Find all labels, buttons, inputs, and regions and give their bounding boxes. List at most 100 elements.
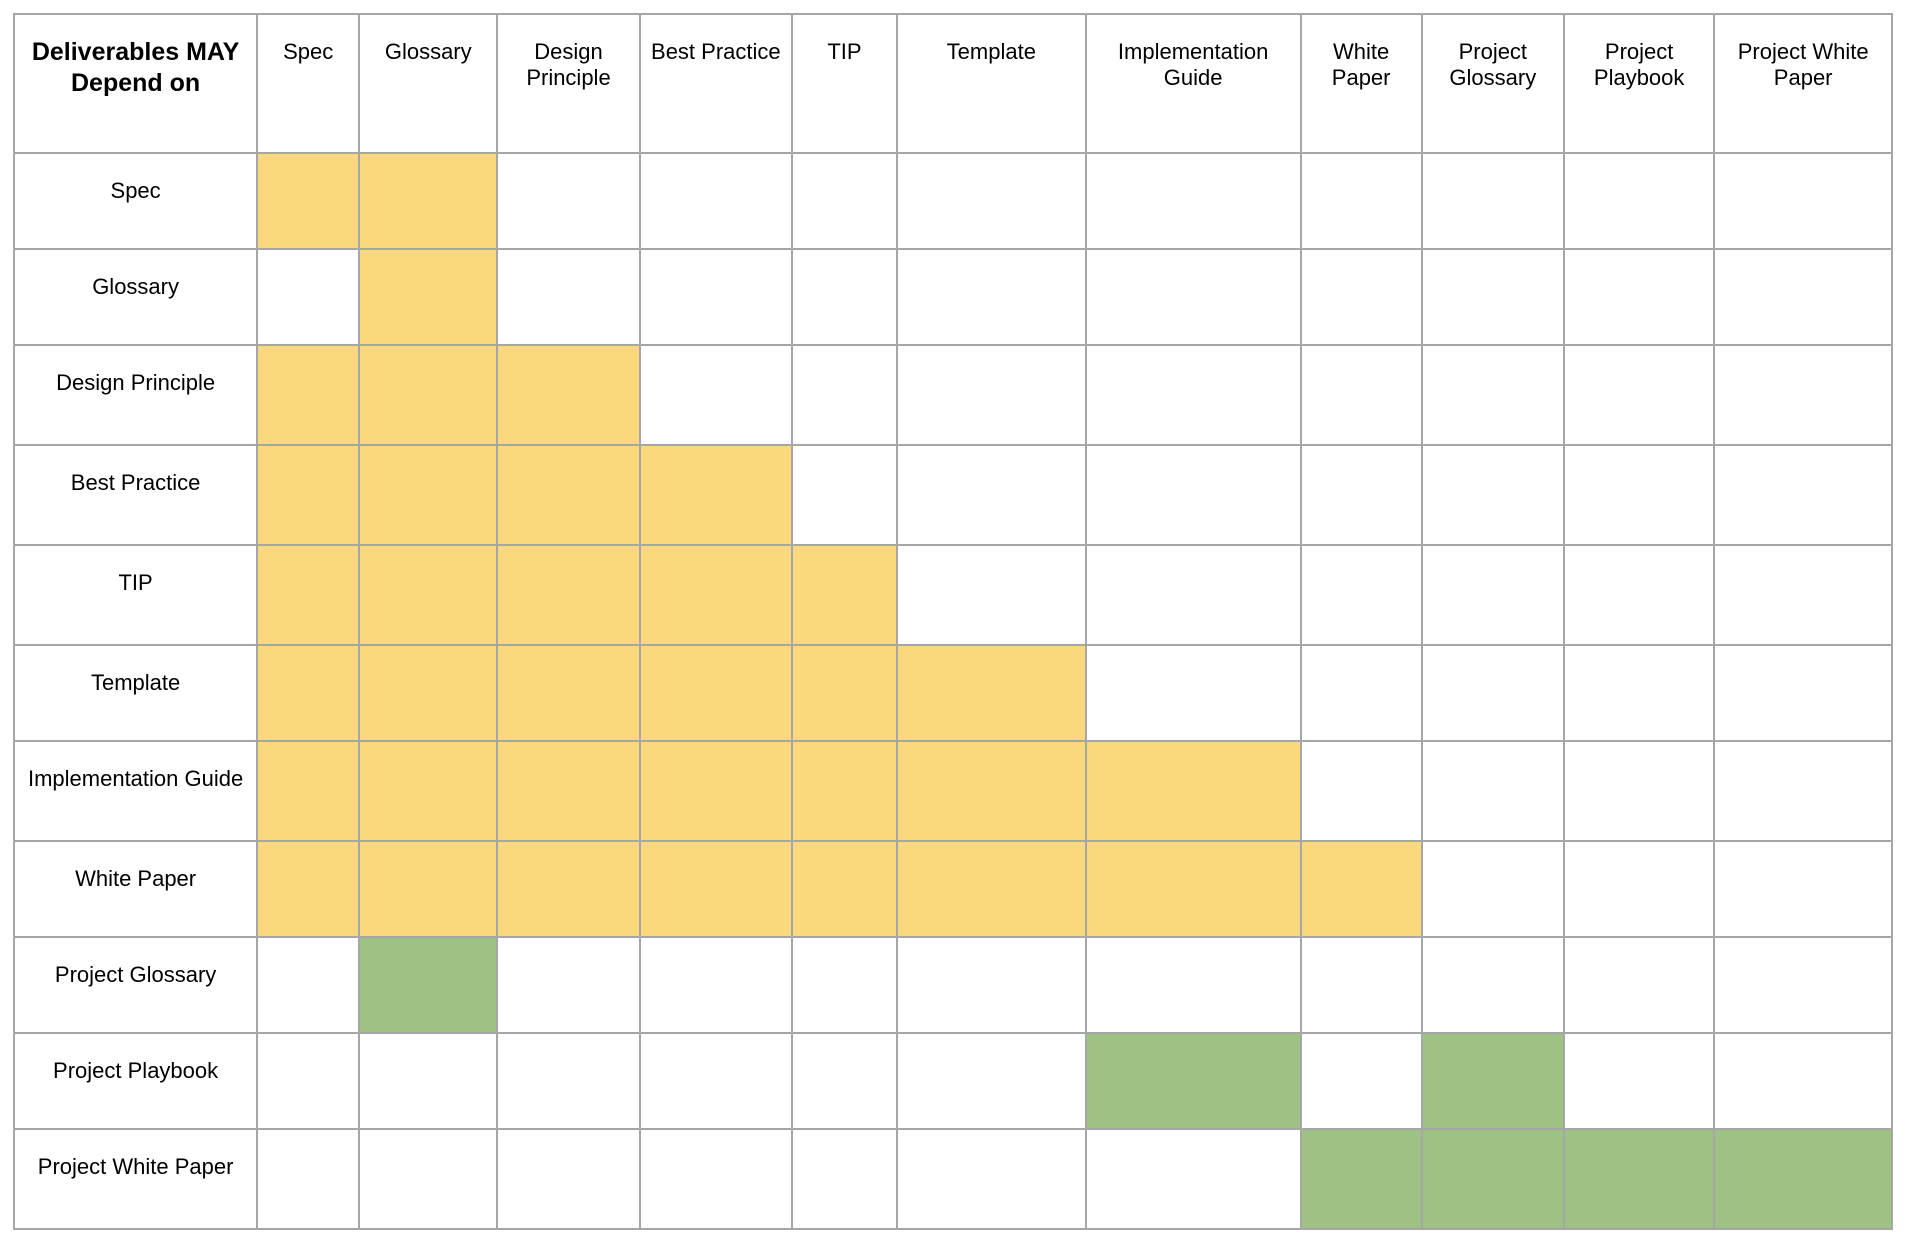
dependency-cell — [791, 740, 898, 842]
empty-cell — [1562, 840, 1716, 938]
dependency-cell — [358, 644, 499, 742]
dependency-cell — [638, 840, 794, 938]
empty-cell — [895, 152, 1087, 250]
empty-cell — [256, 1128, 361, 1230]
empty-cell — [895, 248, 1087, 346]
empty-cell — [1299, 248, 1423, 346]
table-row: Spec — [12, 152, 1893, 250]
dependency-cell — [1420, 1128, 1565, 1230]
empty-cell — [1420, 248, 1565, 346]
row-header: Best Practice — [12, 444, 259, 546]
table-row: Project White Paper — [12, 1128, 1893, 1230]
table-row: Implementation Guide — [12, 740, 1893, 842]
dependency-cell — [1562, 1128, 1716, 1230]
table-row: Design Principle — [12, 344, 1893, 446]
dependency-cell — [256, 544, 361, 646]
empty-cell — [1084, 444, 1302, 546]
dependency-cell — [1299, 840, 1423, 938]
dependency-cell — [638, 544, 794, 646]
empty-cell — [791, 152, 898, 250]
dependency-cell — [496, 644, 641, 742]
dependency-cell — [496, 344, 641, 446]
empty-cell — [1084, 936, 1302, 1034]
empty-cell — [1084, 644, 1302, 742]
empty-cell — [1084, 1128, 1302, 1230]
dependency-cell — [496, 840, 641, 938]
empty-cell — [1713, 936, 1893, 1034]
table-row: TIP — [12, 544, 1893, 646]
empty-cell — [1084, 152, 1302, 250]
empty-cell — [1420, 840, 1565, 938]
table-row: Project Glossary — [12, 936, 1893, 1034]
empty-cell — [1562, 344, 1716, 446]
empty-cell — [791, 1032, 898, 1130]
empty-cell — [1562, 936, 1716, 1034]
empty-cell — [1713, 344, 1893, 446]
dependency-cell — [256, 444, 361, 546]
empty-cell — [638, 344, 794, 446]
empty-cell — [895, 344, 1087, 446]
empty-cell — [1713, 248, 1893, 346]
empty-cell — [638, 248, 794, 346]
empty-cell — [638, 1032, 794, 1130]
empty-cell — [791, 344, 898, 446]
table-row: Glossary — [12, 248, 1893, 346]
dependency-cell — [1299, 1128, 1423, 1230]
dependency-cell — [1084, 740, 1302, 842]
row-header: Design Principle — [12, 344, 259, 446]
column-header: Implementation Guide — [1084, 13, 1302, 154]
dependency-cell — [256, 344, 361, 446]
dependency-cell — [358, 248, 499, 346]
empty-cell — [1713, 152, 1893, 250]
dependency-cell — [895, 644, 1087, 742]
empty-cell — [1420, 544, 1565, 646]
empty-cell — [496, 1128, 641, 1230]
corner-header: Deliverables MAY Depend on — [12, 13, 259, 154]
empty-cell — [1420, 936, 1565, 1034]
dependency-cell — [358, 444, 499, 546]
column-header: Best Practice — [638, 13, 794, 154]
dependency-cell — [791, 644, 898, 742]
empty-cell — [791, 1128, 898, 1230]
empty-cell — [1562, 152, 1716, 250]
column-header: Design Principle — [496, 13, 641, 154]
empty-cell — [1562, 444, 1716, 546]
empty-cell — [1084, 344, 1302, 446]
empty-cell — [1420, 644, 1565, 742]
column-header: Project White Paper — [1713, 13, 1893, 154]
row-header: TIP — [12, 544, 259, 646]
empty-cell — [1420, 344, 1565, 446]
empty-cell — [1420, 152, 1565, 250]
empty-cell — [895, 936, 1087, 1034]
dependency-cell — [1713, 1128, 1893, 1230]
dependency-cell — [256, 840, 361, 938]
column-header: Project Playbook — [1562, 13, 1716, 154]
dependency-cell — [358, 740, 499, 842]
row-header: Project White Paper — [12, 1128, 259, 1230]
empty-cell — [1299, 740, 1423, 842]
dependency-cell — [895, 840, 1087, 938]
column-header: TIP — [791, 13, 898, 154]
empty-cell — [791, 248, 898, 346]
empty-cell — [1713, 444, 1893, 546]
dependency-cell — [358, 544, 499, 646]
dependency-cell — [496, 544, 641, 646]
table-row: Project Playbook — [12, 1032, 1893, 1130]
column-header: Project Glossary — [1420, 13, 1565, 154]
empty-cell — [638, 1128, 794, 1230]
empty-cell — [1713, 544, 1893, 646]
row-header: White Paper — [12, 840, 259, 938]
empty-cell — [1084, 248, 1302, 346]
empty-cell — [1420, 740, 1565, 842]
empty-cell — [1562, 644, 1716, 742]
dependency-cell — [358, 152, 499, 250]
empty-cell — [1299, 936, 1423, 1034]
empty-cell — [256, 936, 361, 1034]
empty-cell — [256, 1032, 361, 1130]
dependency-cell — [895, 740, 1087, 842]
empty-cell — [1713, 840, 1893, 938]
empty-cell — [895, 444, 1087, 546]
dependency-cell — [1420, 1032, 1565, 1130]
empty-cell — [1713, 740, 1893, 842]
empty-cell — [1299, 644, 1423, 742]
